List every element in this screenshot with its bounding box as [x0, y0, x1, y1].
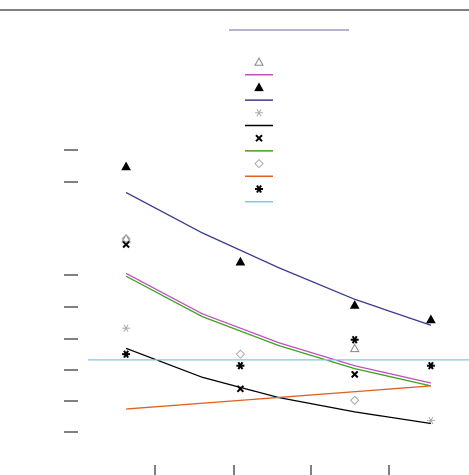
data-point: [122, 350, 131, 359]
data-point: [426, 361, 435, 370]
series-line: [126, 385, 431, 410]
series-line: [125, 275, 432, 387]
data-point: [254, 56, 264, 66]
data-point: [426, 314, 436, 324]
legend: [229, 29, 349, 203]
series-1: [125, 272, 432, 384]
data-point: [255, 185, 263, 193]
data-point: [254, 82, 264, 92]
series-line: [125, 191, 432, 326]
series-10: [122, 335, 435, 370]
data-point: [121, 233, 131, 243]
data-point: [121, 234, 131, 244]
series-2: [121, 161, 436, 324]
y-axis: [64, 149, 78, 433]
data-point: [349, 395, 360, 406]
series-8: [121, 234, 360, 406]
data-point: [235, 349, 246, 359]
data-point: [236, 385, 245, 393]
series-line: [125, 272, 432, 384]
data-point: [121, 161, 131, 171]
data-point: [349, 343, 360, 353]
data-point: [254, 158, 264, 169]
data-point: [235, 256, 246, 266]
data-point: [255, 134, 263, 142]
series-3: [125, 191, 432, 326]
data-point: [349, 300, 360, 309]
data-point: [122, 240, 130, 249]
data-point: [350, 335, 359, 344]
series-6: [122, 240, 359, 393]
data-point: [350, 370, 359, 379]
series-9: [126, 385, 431, 410]
series-0: [121, 233, 360, 353]
data-point: [255, 109, 263, 117]
x-axis: [154, 465, 390, 475]
data-point: [122, 324, 131, 332]
series-7: [125, 275, 432, 387]
series-4: [122, 324, 435, 425]
series-layer: [88, 161, 469, 425]
data-point: [236, 361, 245, 370]
